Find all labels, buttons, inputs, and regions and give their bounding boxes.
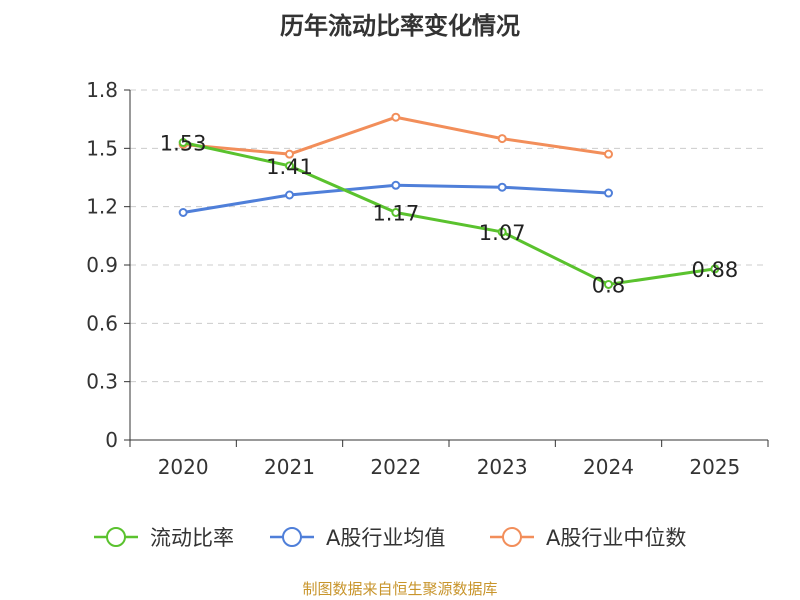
- data-point: [285, 190, 294, 200]
- data-point: [604, 149, 613, 159]
- y-tick-label: 1.8: [86, 78, 118, 102]
- legend-marker: [106, 527, 126, 547]
- y-tick-label: 1.2: [86, 195, 118, 219]
- data-label: 0.88: [691, 258, 738, 282]
- y-tick-label: 1.5: [86, 136, 118, 160]
- y-tick-label: 0.3: [86, 370, 118, 394]
- data-point: [285, 149, 294, 159]
- data-point: [604, 279, 613, 289]
- x-tick-label: 2020: [158, 455, 209, 479]
- data-point: [285, 161, 294, 171]
- data-point: [497, 134, 507, 144]
- data-point: [178, 208, 188, 217]
- chart-title: 历年流动比率变化情况: [280, 12, 520, 40]
- x-tick-label: 2021: [264, 455, 315, 479]
- data-point: [497, 182, 507, 192]
- x-tick-label: 2023: [477, 455, 528, 479]
- legend-label: 流动比率: [150, 526, 234, 550]
- data-label: 1.41: [266, 155, 313, 179]
- data-source-note: 制图数据来自恒生聚源数据库: [302, 580, 498, 598]
- data-label: 0.8: [592, 273, 625, 297]
- data-point: [391, 180, 401, 190]
- data-point: [391, 112, 401, 122]
- legend-label: A股行业中位数: [546, 526, 686, 550]
- y-tick-label: 0: [105, 428, 118, 452]
- data-label: 1.07: [479, 221, 526, 245]
- legend-marker: [282, 527, 302, 547]
- data-label: 1.17: [372, 202, 419, 226]
- y-tick-label: 0.9: [86, 253, 118, 277]
- x-tick-label: 2022: [370, 455, 421, 479]
- data-label: 1.53: [160, 132, 207, 156]
- data-point: [604, 188, 613, 198]
- legend-label: A股行业均值: [326, 526, 445, 550]
- data-point: [391, 208, 401, 217]
- data-point: [710, 264, 720, 274]
- series-line-0: [182, 141, 716, 286]
- legend-marker: [502, 527, 522, 547]
- x-tick-label: 2024: [583, 455, 634, 479]
- data-point: [497, 227, 507, 237]
- y-tick-label: 0.6: [86, 311, 118, 335]
- data-point: [178, 138, 188, 147]
- x-tick-label: 2025: [689, 455, 740, 479]
